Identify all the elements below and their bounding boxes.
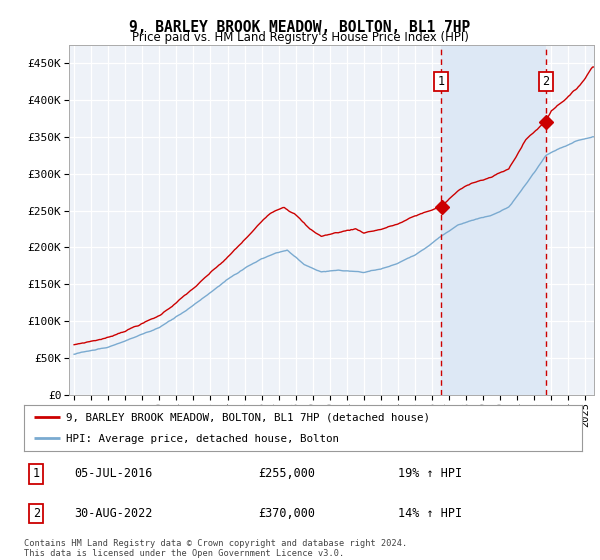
Text: 1: 1 — [438, 75, 445, 88]
Text: 30-AUG-2022: 30-AUG-2022 — [74, 507, 152, 520]
Text: HPI: Average price, detached house, Bolton: HPI: Average price, detached house, Bolt… — [66, 434, 339, 444]
Text: 1: 1 — [33, 467, 40, 480]
Text: 2: 2 — [33, 507, 40, 520]
Text: 2: 2 — [542, 75, 549, 88]
Text: Price paid vs. HM Land Registry's House Price Index (HPI): Price paid vs. HM Land Registry's House … — [131, 31, 469, 44]
Text: £370,000: £370,000 — [259, 507, 316, 520]
Text: 9, BARLEY BROOK MEADOW, BOLTON, BL1 7HP (detached house): 9, BARLEY BROOK MEADOW, BOLTON, BL1 7HP … — [66, 413, 430, 423]
Text: 19% ↑ HPI: 19% ↑ HPI — [398, 467, 462, 480]
Text: £255,000: £255,000 — [259, 467, 316, 480]
Bar — [442, 45, 546, 395]
Text: 14% ↑ HPI: 14% ↑ HPI — [398, 507, 462, 520]
Text: Contains HM Land Registry data © Crown copyright and database right 2024.
This d: Contains HM Land Registry data © Crown c… — [24, 539, 407, 558]
Text: 05-JUL-2016: 05-JUL-2016 — [74, 467, 152, 480]
Text: 9, BARLEY BROOK MEADOW, BOLTON, BL1 7HP: 9, BARLEY BROOK MEADOW, BOLTON, BL1 7HP — [130, 20, 470, 35]
